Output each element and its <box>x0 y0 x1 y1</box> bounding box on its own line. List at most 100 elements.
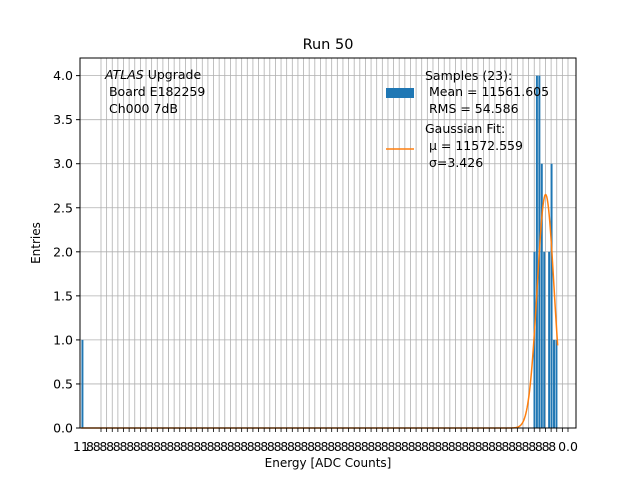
annotation-board: Board E182259 <box>105 84 205 99</box>
y-tick-label: 2.0 <box>53 244 73 259</box>
histogram-bar <box>535 75 538 428</box>
x-tick-label-overlap: 8 <box>280 439 288 454</box>
y-tick-label: 4.0 <box>53 68 73 83</box>
x-tick-label-overlap: 8 <box>542 439 550 454</box>
x-tick-label-overlap: 8 <box>140 439 148 454</box>
legend: Samples (23): Mean = 11561.605 RMS = 54.… <box>386 68 549 170</box>
x-tick-label-overlap: 8 <box>548 439 556 454</box>
x-tick-label-overlap: 8 <box>213 439 221 454</box>
x-tick-label-overlap: 8 <box>120 439 128 454</box>
y-tick-label: 2.5 <box>53 200 73 215</box>
histogram-bar <box>550 163 553 428</box>
x-tick-label-overlap: 8 <box>408 439 416 454</box>
x-tick-label-overlap: 8 <box>93 439 101 454</box>
x-tick-label-overlap: 8 <box>160 439 168 454</box>
x-tick-label-overlap: 8 <box>428 439 436 454</box>
atlas-annotation: ATLAS Upgrade Board E182259 Ch000 7dB <box>104 67 205 116</box>
x-tick-label-overlap: 8 <box>153 439 161 454</box>
x-tick-label-overlap: 8 <box>227 439 235 454</box>
x-tick-label-overlap: 8 <box>401 439 409 454</box>
x-tick-label-overlap: 8 <box>354 439 362 454</box>
x-tick-label-overlap: 8 <box>173 439 181 454</box>
x-tick-label-overlap: 8 <box>448 439 456 454</box>
x-tick-label-overlap: 8 <box>220 439 228 454</box>
plot-frame <box>79 57 577 429</box>
x-tick-label-overlap: 8 <box>233 439 241 454</box>
x-tick-label-overlap: 8 <box>367 439 375 454</box>
y-axis-label: Entries <box>29 222 43 264</box>
x-tick-label-overlap: 8 <box>388 439 396 454</box>
x-tick-label-overlap: 8 <box>126 439 134 454</box>
x-tick-label-overlap: 8 <box>193 439 201 454</box>
x-tick-label-overlap: 8 <box>200 439 208 454</box>
x-tick-label-overlap: 8 <box>374 439 382 454</box>
x-tick-label-overlap: 8 <box>314 439 322 454</box>
x-tick-label-first: 11 <box>73 439 89 454</box>
x-tick-label-overlap: 8 <box>481 439 489 454</box>
x-tick-label-overlap: 8 <box>455 439 463 454</box>
legend-fit-mu: μ = 11572.559 <box>425 138 523 153</box>
x-tick-label-overlap: 8 <box>99 439 107 454</box>
x-tick-label-overlap: 8 <box>274 439 282 454</box>
x-tick-label-overlap: 8 <box>247 439 255 454</box>
y-tick-label: 1.0 <box>53 332 73 347</box>
y-tick-label: 0.5 <box>53 376 73 391</box>
x-tick-label-overlap: 8 <box>461 439 469 454</box>
histogram-bar <box>553 339 555 428</box>
x-tick-label-overlap: 8 <box>166 439 174 454</box>
annotation-line-1: ATLAS Upgrade <box>104 67 201 82</box>
x-tick-label-overlap: 8 <box>434 439 442 454</box>
x-tick-label-overlap: 8 <box>421 439 429 454</box>
x-tick-label-overlap: 8 <box>361 439 369 454</box>
x-tick-label-overlap: 8 <box>535 439 543 454</box>
x-tick-label-overlap: 8 <box>394 439 402 454</box>
x-tick-label-overlap: 8 <box>260 439 268 454</box>
x-tick-label-overlap: 8 <box>300 439 308 454</box>
x-tick-label-overlap: 8 <box>508 439 516 454</box>
x-tick-label-overlap: 8 <box>146 439 154 454</box>
x-tick-label-overlap: 8 <box>133 439 141 454</box>
x-tick-label-overlap: 8 <box>240 439 248 454</box>
x-tick-label-overlap: 8 <box>381 439 389 454</box>
x-tick-label-overlap: 8 <box>528 439 536 454</box>
x-tick-label-overlap: 8 <box>106 439 114 454</box>
legend-samples-swatch <box>386 88 414 98</box>
x-tick-label-overlap: 8 <box>294 439 302 454</box>
annotation-upgrade: Upgrade <box>144 67 202 82</box>
x-tick-label-overlap: 8 <box>334 439 342 454</box>
y-tick-label: 3.0 <box>53 156 73 171</box>
x-tick-label-overlap: 8 <box>414 439 422 454</box>
histogram-bar <box>548 251 551 428</box>
x-tick-label-overlap: 8 <box>180 439 188 454</box>
x-tick-label-overlap: 8 <box>347 439 355 454</box>
x-tick-label-overlap: 8 <box>495 439 503 454</box>
x-tick-label-overlap: 8 <box>468 439 476 454</box>
x-tick-label-overlap: 8 <box>287 439 295 454</box>
x-tick-label-overlap: 8 <box>488 439 496 454</box>
x-tick-label-overlap: 8 <box>501 439 509 454</box>
x-tick-label-overlap: 8 <box>254 439 262 454</box>
y-tick-label: 0.0 <box>53 421 73 436</box>
x-axis-ticks: 1188888888888888888888888888888888888888… <box>73 428 578 454</box>
legend-samples-rms: RMS = 54.586 <box>425 101 519 116</box>
annotation-atlas: ATLAS <box>104 67 144 82</box>
y-tick-label: 3.5 <box>53 112 73 127</box>
legend-fit-title: Gaussian Fit: <box>425 121 505 136</box>
histogram-bar <box>81 339 84 428</box>
histogram-bar <box>540 163 543 428</box>
x-tick-label-overlap: 8 <box>327 439 335 454</box>
y-axis-ticks: 0.0 0.5 1.0 1.5 2.0 2.5 3.0 3.5 4.0 <box>53 68 80 436</box>
legend-samples-title: Samples (23): <box>425 68 512 83</box>
x-tick-label-last: 0.0 <box>558 439 578 454</box>
x-tick-label-overlap: 8 <box>267 439 275 454</box>
x-tick-label-overlap: 8 <box>86 439 94 454</box>
x-tick-label-overlap: 8 <box>321 439 329 454</box>
x-tick-label-overlap: 8 <box>515 439 523 454</box>
legend-samples-mean: Mean = 11561.605 <box>425 84 549 99</box>
annotation-channel: Ch000 7dB <box>105 101 178 116</box>
x-tick-label-overlap: 8 <box>113 439 121 454</box>
x-tick-label-overlap: 8 <box>475 439 483 454</box>
x-tick-label-overlap: 8 <box>522 439 530 454</box>
y-tick-label: 1.5 <box>53 288 73 303</box>
